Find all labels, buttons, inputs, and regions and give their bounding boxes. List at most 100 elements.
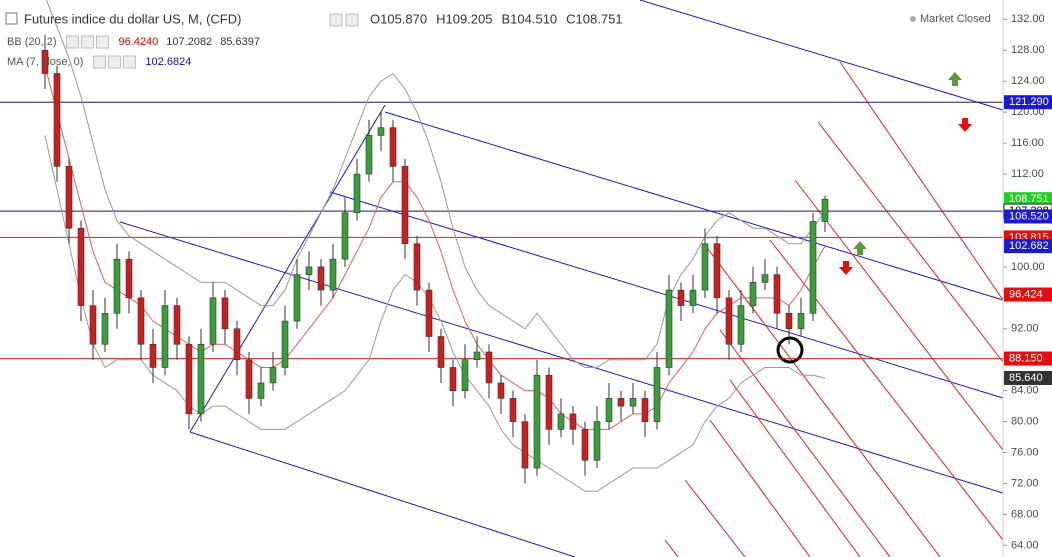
icon[interactable] [92, 55, 106, 69]
icon[interactable] [66, 35, 80, 49]
price-label-box [1004, 95, 1052, 110]
price-label-box [1004, 239, 1052, 254]
candle-body [113, 258, 121, 314]
trend-line [769, 239, 1004, 541]
price-label-box [1004, 209, 1052, 224]
indicator-value: 107.2082 [166, 36, 212, 48]
indicator-value: 85.6397 [220, 36, 260, 48]
price-label-box [1004, 192, 1052, 207]
candle-body [293, 274, 301, 322]
candle-body [365, 135, 373, 175]
indicator-line [44, 135, 826, 492]
candle-body [305, 266, 313, 275]
candle-body [629, 398, 637, 407]
candle-body [281, 320, 289, 368]
candle-body [581, 429, 589, 461]
trend-line [817, 121, 1004, 363]
y-tick-label: 116.00 [1011, 137, 1044, 149]
candle-body [797, 313, 805, 330]
candle-body [641, 398, 649, 422]
candle-body [701, 243, 709, 291]
price-label: 121.290 [1009, 96, 1049, 108]
candle-body [521, 421, 529, 469]
indicator-name: MA (7, close, 0) [7, 56, 83, 68]
candle-body [437, 336, 445, 368]
highlight-circle [776, 336, 804, 364]
candle-body [317, 266, 325, 291]
y-tick-label: 84.00 [1011, 385, 1039, 397]
icon[interactable] [96, 35, 110, 49]
y-tick-label: 100.00 [1011, 261, 1045, 273]
plot [0, 0, 1003, 492]
candle-body [653, 367, 661, 422]
candle-body [245, 359, 253, 399]
indicator-line [45, 0, 826, 368]
collapse-icon[interactable] [5, 12, 18, 25]
candle-body [161, 305, 169, 368]
price-label: 88.150 [1009, 352, 1043, 364]
fib-lines [664, 61, 1004, 557]
icon[interactable] [81, 35, 95, 49]
candle-body [533, 374, 541, 469]
candle-body [605, 398, 613, 422]
candle-body [497, 382, 505, 399]
icon[interactable] [122, 55, 136, 69]
candle-body [809, 221, 817, 314]
price-label: 96.424 [1009, 288, 1043, 300]
ohlc-value: C108.751 [566, 11, 622, 26]
candle-body [101, 313, 109, 345]
y-tick-label: 92.00 [1011, 323, 1039, 335]
icon[interactable] [107, 55, 121, 69]
candle-body [677, 289, 685, 306]
icon[interactable] [345, 13, 359, 27]
ohlc-value: O105.870 [370, 11, 427, 26]
candle-body [341, 212, 349, 260]
candle-body [749, 282, 757, 306]
candle-body [197, 343, 205, 415]
status-dot [910, 16, 916, 22]
trend-line [794, 179, 1004, 451]
candle-body [401, 166, 409, 244]
trend-line [704, 244, 941, 557]
trend-line [839, 61, 1004, 301]
candle-body [473, 351, 481, 361]
candle-body [377, 127, 385, 136]
price-label: 102.682 [1009, 240, 1049, 252]
candle-body [269, 367, 277, 384]
ohlc-value: B104.510 [502, 11, 558, 26]
candle-body [593, 421, 601, 461]
candle-body [125, 258, 133, 299]
trend-line [189, 104, 386, 433]
candle-body [569, 413, 577, 430]
candle-body [329, 258, 337, 291]
trend-line [639, 0, 1004, 111]
y-tick-label: 80.00 [1011, 416, 1039, 428]
trend-line [709, 419, 811, 557]
trend-line [664, 539, 679, 557]
candle-body [665, 289, 673, 368]
legend-header: Futures indice du dollar US, M, (CFD) Ma… [5, 11, 991, 69]
icon[interactable] [329, 13, 343, 27]
candle-body [173, 305, 181, 345]
candle-body [485, 351, 493, 384]
price-label: 85.640 [1009, 372, 1043, 384]
trend-line [719, 329, 891, 557]
y-tick-label: 76.00 [1011, 446, 1039, 458]
candle-body [257, 382, 265, 399]
candle-body [689, 289, 697, 306]
y-tick-label: 128.00 [1011, 44, 1045, 56]
candle-body [509, 398, 517, 422]
candle-body [233, 328, 241, 361]
candle-body [425, 289, 433, 337]
market-status: Market Closed [920, 13, 991, 25]
candle-body [545, 374, 553, 430]
candle-body [557, 413, 565, 430]
indicator-value: 96.4240 [119, 36, 159, 48]
candle-body [821, 198, 829, 222]
candle-body [53, 73, 61, 167]
candle-body [737, 305, 745, 345]
arrow-down [839, 261, 853, 275]
y-tick-label: 64.00 [1011, 539, 1039, 551]
arrow-up [948, 72, 962, 86]
candle-body [461, 359, 469, 391]
